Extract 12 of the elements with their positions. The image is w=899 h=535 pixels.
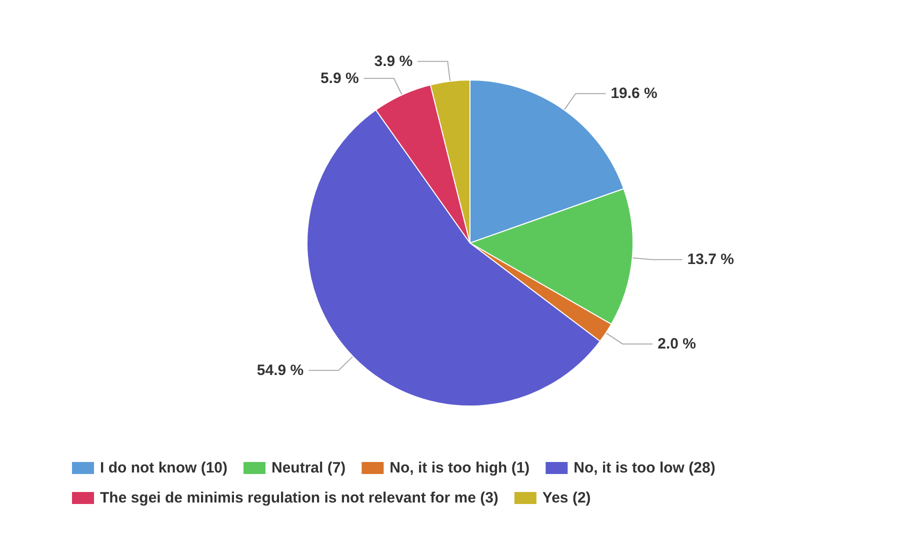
data-label: 13.7 % — [687, 251, 734, 268]
legend-label: No, it is too high (1) — [390, 460, 530, 476]
data-label: 2.0 % — [658, 335, 696, 352]
legend-label: I do not know (10) — [100, 460, 228, 476]
data-label: 54.9 % — [256, 362, 304, 379]
legend-label: The sgei de minimis regulation is not relevant for me (3) — [100, 490, 498, 506]
data-label: 19.6 % — [610, 85, 658, 102]
data-label: 3.9 % — [374, 52, 413, 70]
legend-label: Neutral (7) — [271, 460, 346, 476]
legend-label: No, it is too low (28) — [574, 460, 716, 476]
data-label: 5.9 % — [320, 70, 359, 87]
legend-label: Yes (2) — [542, 490, 591, 506]
